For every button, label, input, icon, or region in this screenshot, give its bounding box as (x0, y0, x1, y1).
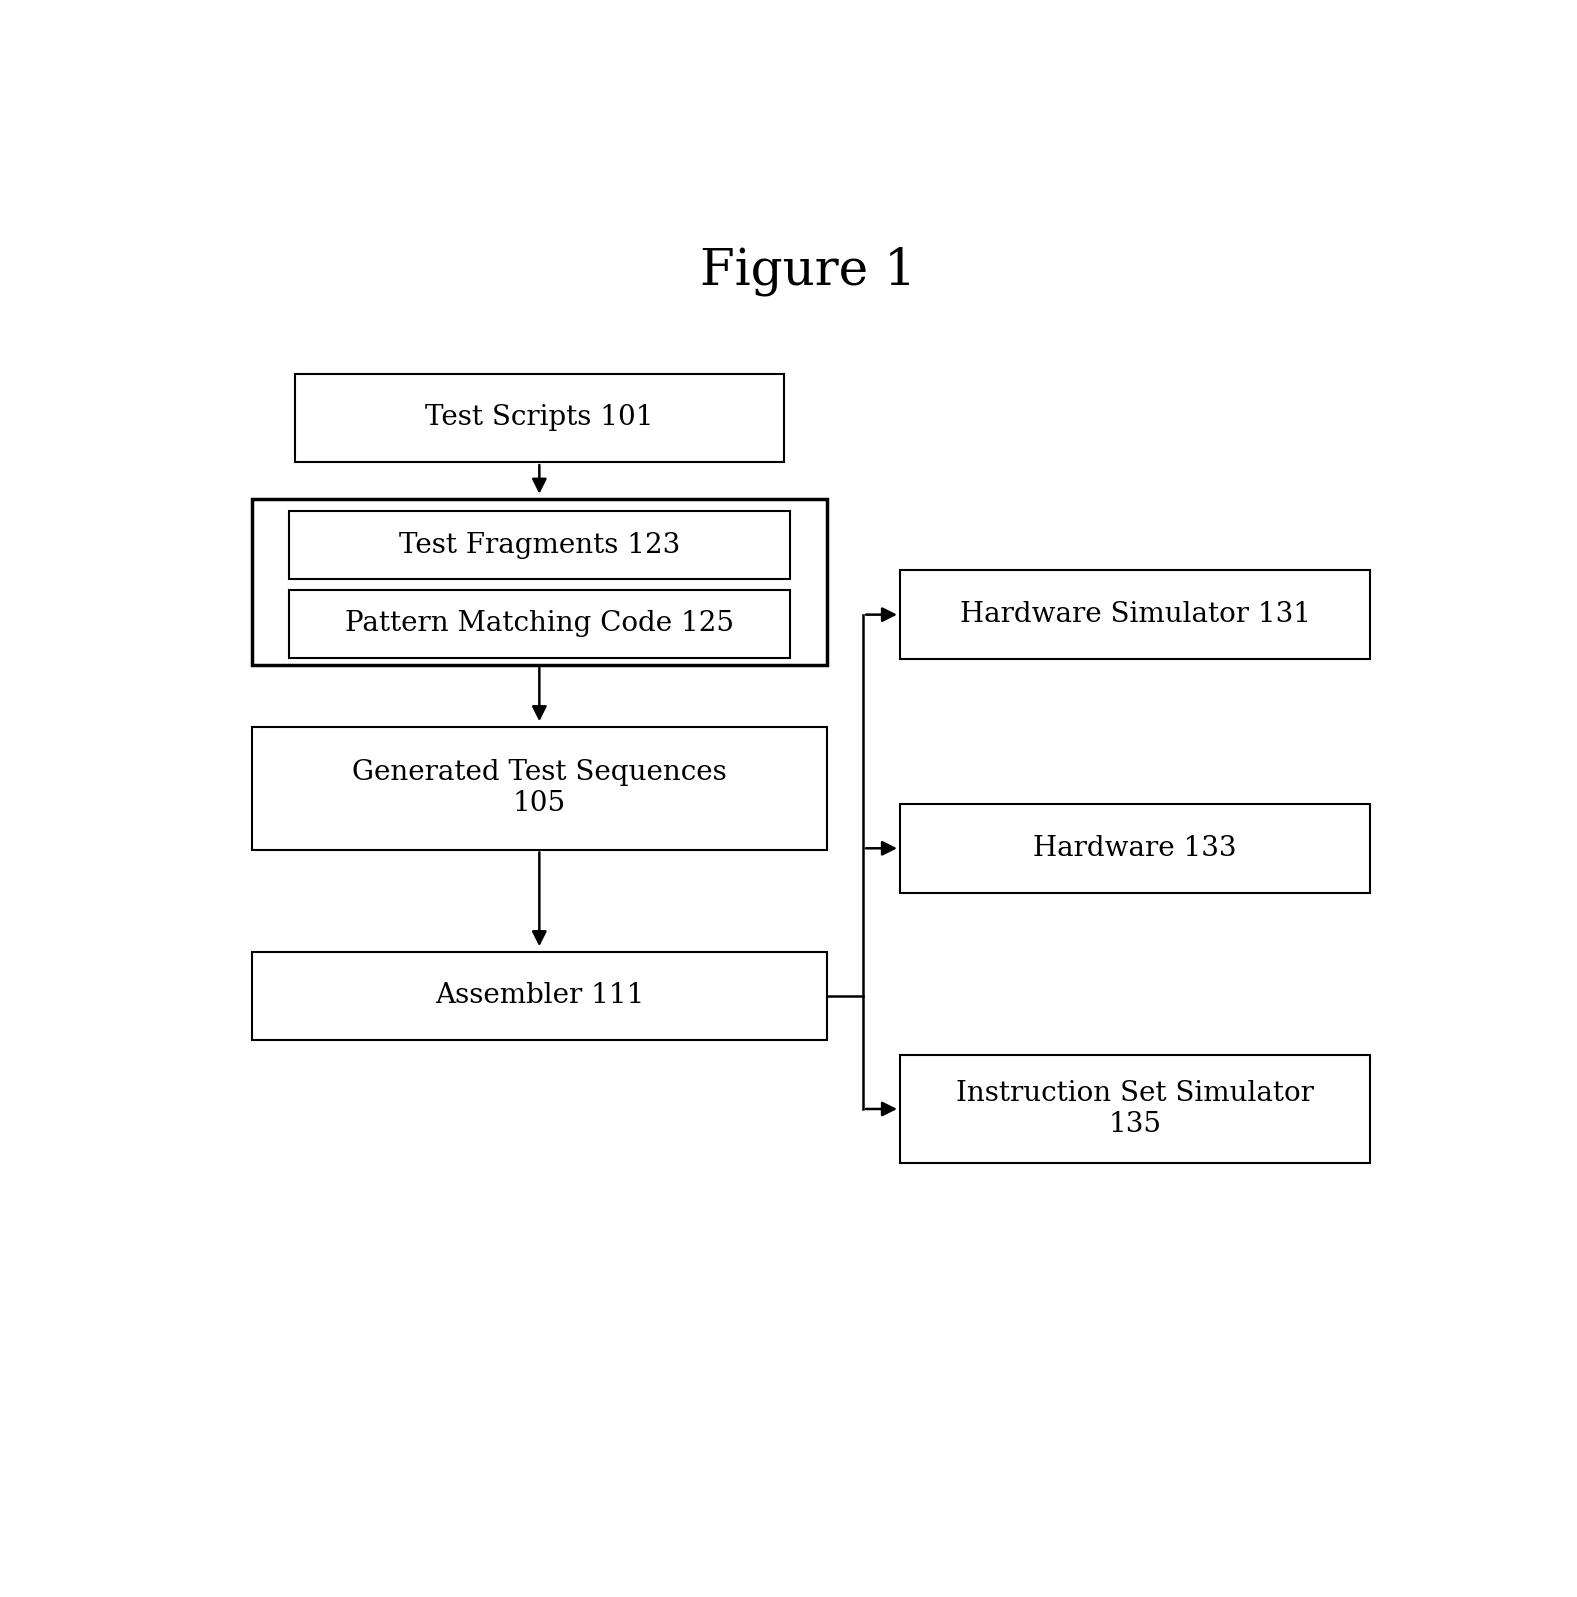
Text: Figure 1: Figure 1 (700, 248, 916, 297)
FancyBboxPatch shape (900, 570, 1370, 660)
Text: Instruction Set Simulator
135: Instruction Set Simulator 135 (956, 1080, 1314, 1139)
FancyBboxPatch shape (252, 727, 826, 850)
FancyBboxPatch shape (252, 498, 826, 664)
Text: Pattern Matching Code 125: Pattern Matching Code 125 (345, 610, 733, 637)
Text: Generated Test Sequences
105: Generated Test Sequences 105 (352, 759, 727, 818)
FancyBboxPatch shape (295, 374, 784, 462)
Text: Test Fragments 123: Test Fragments 123 (399, 532, 680, 559)
Text: Test Scripts 101: Test Scripts 101 (426, 404, 653, 431)
FancyBboxPatch shape (900, 803, 1370, 893)
Text: Hardware 133: Hardware 133 (1033, 835, 1236, 862)
Text: Assembler 111: Assembler 111 (435, 982, 643, 1009)
FancyBboxPatch shape (289, 511, 790, 580)
FancyBboxPatch shape (900, 1056, 1370, 1163)
FancyBboxPatch shape (252, 952, 826, 1040)
FancyBboxPatch shape (289, 589, 790, 658)
Text: Hardware Simulator 131: Hardware Simulator 131 (960, 600, 1310, 628)
